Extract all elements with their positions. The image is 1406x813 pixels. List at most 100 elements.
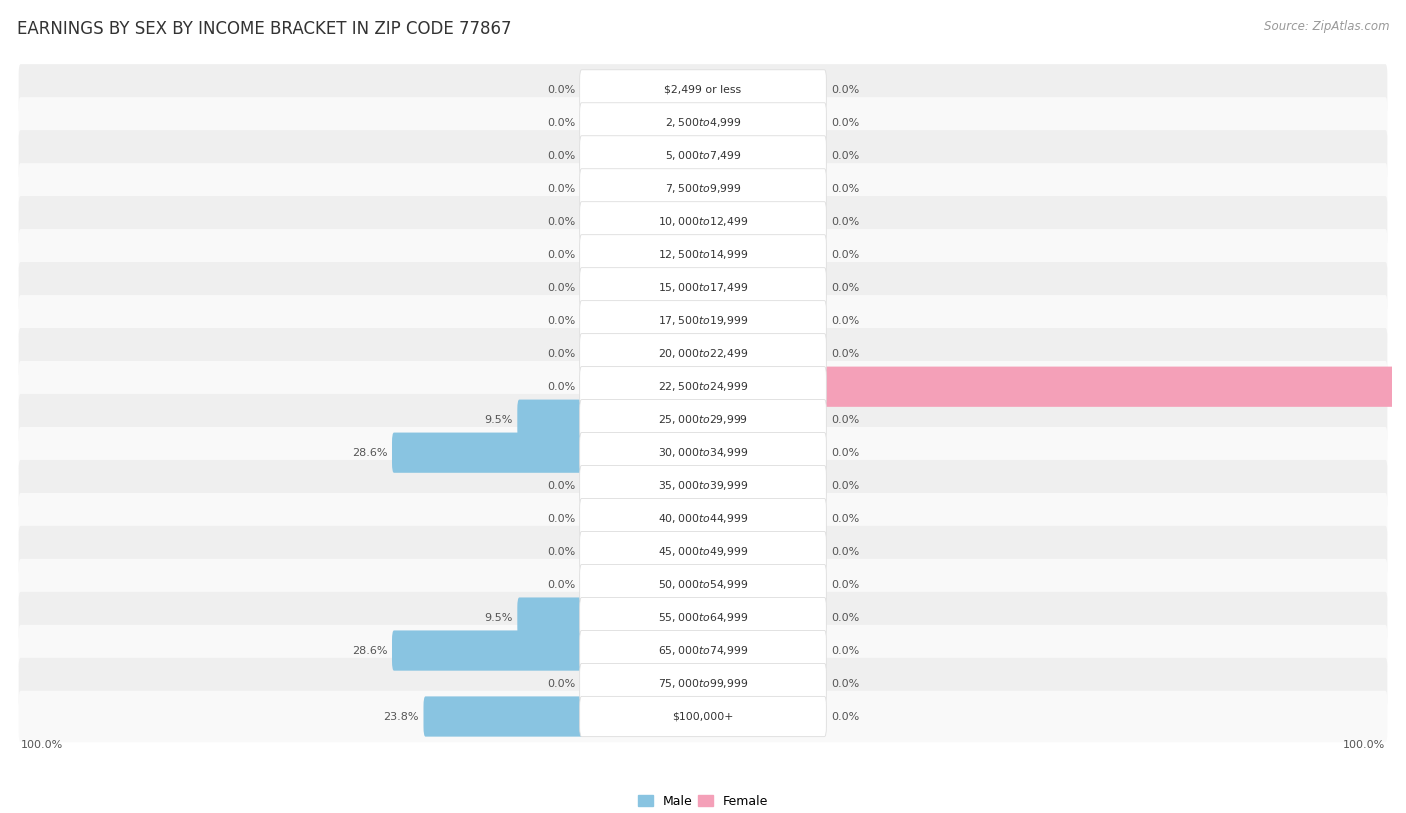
Text: 0.0%: 0.0%	[547, 184, 575, 193]
FancyBboxPatch shape	[18, 493, 1388, 545]
FancyBboxPatch shape	[18, 691, 1388, 742]
Text: 28.6%: 28.6%	[352, 448, 388, 458]
Text: $2,500 to $4,999: $2,500 to $4,999	[665, 116, 741, 129]
Text: 0.0%: 0.0%	[547, 315, 575, 326]
Text: 0.0%: 0.0%	[831, 546, 859, 557]
Text: 0.0%: 0.0%	[831, 349, 859, 359]
Text: 0.0%: 0.0%	[831, 679, 859, 689]
Legend: Male, Female: Male, Female	[633, 789, 773, 813]
Text: 0.0%: 0.0%	[831, 315, 859, 326]
Text: 0.0%: 0.0%	[831, 217, 859, 227]
Text: $30,000 to $34,999: $30,000 to $34,999	[658, 446, 748, 459]
Text: $10,000 to $12,499: $10,000 to $12,499	[658, 215, 748, 228]
FancyBboxPatch shape	[579, 235, 827, 275]
Text: 0.0%: 0.0%	[831, 85, 859, 95]
FancyBboxPatch shape	[579, 136, 827, 176]
Text: $45,000 to $49,999: $45,000 to $49,999	[658, 545, 748, 558]
Text: 0.0%: 0.0%	[547, 580, 575, 589]
Text: 23.8%: 23.8%	[384, 711, 419, 721]
FancyBboxPatch shape	[18, 658, 1388, 709]
FancyBboxPatch shape	[18, 460, 1388, 511]
FancyBboxPatch shape	[579, 367, 827, 406]
FancyBboxPatch shape	[18, 64, 1388, 115]
Text: 0.0%: 0.0%	[547, 480, 575, 491]
Text: 0.0%: 0.0%	[547, 283, 575, 293]
Text: $12,500 to $14,999: $12,500 to $14,999	[658, 248, 748, 261]
Text: $5,000 to $7,499: $5,000 to $7,499	[665, 150, 741, 163]
FancyBboxPatch shape	[579, 169, 827, 209]
FancyBboxPatch shape	[579, 466, 827, 506]
FancyBboxPatch shape	[517, 399, 583, 440]
Text: 0.0%: 0.0%	[547, 514, 575, 524]
FancyBboxPatch shape	[579, 564, 827, 605]
Text: 100.0%: 100.0%	[1343, 740, 1385, 750]
Text: 0.0%: 0.0%	[547, 679, 575, 689]
Text: 0.0%: 0.0%	[831, 612, 859, 623]
FancyBboxPatch shape	[18, 130, 1388, 181]
Text: $75,000 to $99,999: $75,000 to $99,999	[658, 677, 748, 690]
Text: $2,499 or less: $2,499 or less	[665, 85, 741, 95]
Text: 0.0%: 0.0%	[831, 151, 859, 161]
FancyBboxPatch shape	[823, 367, 1406, 406]
Text: EARNINGS BY SEX BY INCOME BRACKET IN ZIP CODE 77867: EARNINGS BY SEX BY INCOME BRACKET IN ZIP…	[17, 20, 512, 38]
Text: 0.0%: 0.0%	[547, 118, 575, 128]
Text: 9.5%: 9.5%	[484, 415, 513, 424]
Text: 0.0%: 0.0%	[831, 480, 859, 491]
Text: $17,500 to $19,999: $17,500 to $19,999	[658, 315, 748, 328]
Text: 0.0%: 0.0%	[547, 217, 575, 227]
Text: 0.0%: 0.0%	[831, 283, 859, 293]
FancyBboxPatch shape	[18, 559, 1388, 611]
FancyBboxPatch shape	[18, 526, 1388, 577]
Text: $22,500 to $24,999: $22,500 to $24,999	[658, 380, 748, 393]
Text: 0.0%: 0.0%	[547, 349, 575, 359]
FancyBboxPatch shape	[579, 399, 827, 440]
FancyBboxPatch shape	[579, 598, 827, 637]
FancyBboxPatch shape	[18, 625, 1388, 676]
Text: 0.0%: 0.0%	[547, 382, 575, 392]
FancyBboxPatch shape	[423, 697, 583, 737]
FancyBboxPatch shape	[579, 333, 827, 374]
FancyBboxPatch shape	[18, 592, 1388, 643]
Text: 0.0%: 0.0%	[831, 184, 859, 193]
FancyBboxPatch shape	[579, 630, 827, 671]
Text: $100,000+: $100,000+	[672, 711, 734, 721]
FancyBboxPatch shape	[579, 663, 827, 704]
FancyBboxPatch shape	[579, 267, 827, 308]
FancyBboxPatch shape	[579, 301, 827, 341]
FancyBboxPatch shape	[517, 598, 583, 637]
Text: 9.5%: 9.5%	[484, 612, 513, 623]
Text: $35,000 to $39,999: $35,000 to $39,999	[658, 479, 748, 492]
FancyBboxPatch shape	[18, 97, 1388, 149]
FancyBboxPatch shape	[579, 102, 827, 143]
Text: $15,000 to $17,499: $15,000 to $17,499	[658, 281, 748, 294]
Text: $7,500 to $9,999: $7,500 to $9,999	[665, 182, 741, 195]
Text: 0.0%: 0.0%	[547, 85, 575, 95]
FancyBboxPatch shape	[18, 328, 1388, 380]
FancyBboxPatch shape	[392, 630, 583, 671]
FancyBboxPatch shape	[18, 361, 1388, 412]
Text: Source: ZipAtlas.com: Source: ZipAtlas.com	[1264, 20, 1389, 33]
Text: 0.0%: 0.0%	[831, 448, 859, 458]
Text: 0.0%: 0.0%	[831, 118, 859, 128]
FancyBboxPatch shape	[18, 295, 1388, 346]
Text: 0.0%: 0.0%	[831, 514, 859, 524]
FancyBboxPatch shape	[18, 394, 1388, 446]
FancyBboxPatch shape	[18, 229, 1388, 280]
FancyBboxPatch shape	[579, 532, 827, 572]
Text: $20,000 to $22,499: $20,000 to $22,499	[658, 347, 748, 360]
FancyBboxPatch shape	[579, 697, 827, 737]
Text: 0.0%: 0.0%	[831, 415, 859, 424]
FancyBboxPatch shape	[18, 196, 1388, 247]
Text: 0.0%: 0.0%	[831, 250, 859, 260]
FancyBboxPatch shape	[579, 498, 827, 539]
FancyBboxPatch shape	[579, 70, 827, 110]
Text: 0.0%: 0.0%	[547, 151, 575, 161]
FancyBboxPatch shape	[18, 427, 1388, 478]
Text: $25,000 to $29,999: $25,000 to $29,999	[658, 413, 748, 426]
Text: 0.0%: 0.0%	[831, 580, 859, 589]
Text: 28.6%: 28.6%	[352, 646, 388, 655]
Text: $55,000 to $64,999: $55,000 to $64,999	[658, 611, 748, 624]
Text: 0.0%: 0.0%	[547, 250, 575, 260]
FancyBboxPatch shape	[392, 433, 583, 473]
Text: $40,000 to $44,999: $40,000 to $44,999	[658, 512, 748, 525]
